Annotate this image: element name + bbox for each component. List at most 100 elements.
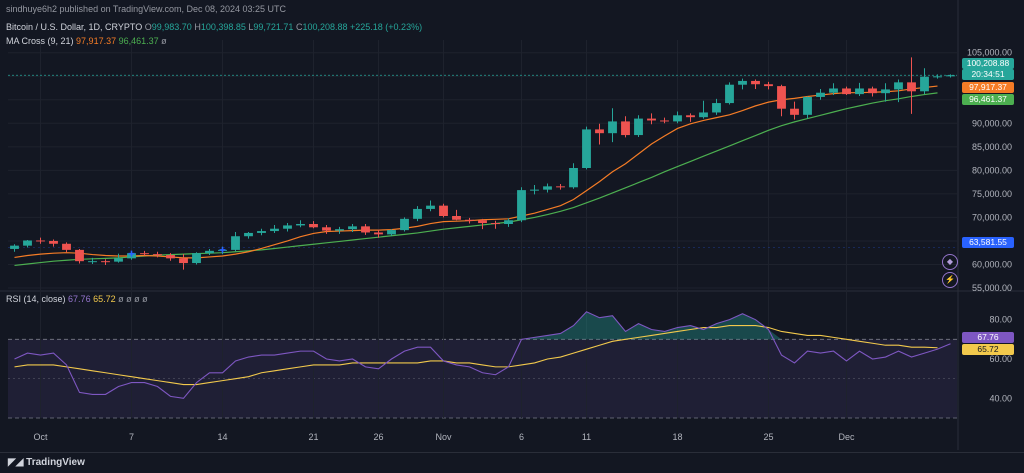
candle-body bbox=[257, 231, 266, 233]
ma-label: MA Cross (9, 21) bbox=[6, 36, 74, 46]
rsi-tick-label: 40.00 bbox=[989, 393, 1012, 403]
candle-body bbox=[582, 129, 591, 168]
ma-fast-value: 97,917.37 bbox=[76, 36, 117, 46]
lightning-icon[interactable]: ⚡ bbox=[942, 272, 958, 288]
candle-body bbox=[725, 84, 734, 104]
ma-fast-line bbox=[14, 85, 938, 259]
candle-body bbox=[556, 186, 565, 188]
ma-slow-value: 96,461.37 bbox=[118, 36, 159, 46]
time-tick-label: 21 bbox=[308, 432, 318, 442]
rsi-ma-line bbox=[14, 325, 938, 386]
candle-body bbox=[803, 96, 812, 115]
candle-body bbox=[465, 219, 474, 221]
rsi-tick-label: 60.00 bbox=[989, 354, 1012, 364]
time-tick-label: 26 bbox=[373, 432, 383, 442]
rsi-overbought-fill bbox=[14, 311, 951, 340]
candle-body bbox=[244, 232, 253, 237]
crosshair-badge: 63,581.55 bbox=[962, 237, 1014, 248]
candle-body bbox=[179, 258, 188, 264]
candle-body bbox=[452, 216, 461, 220]
publisher-line: sindhuye6h2 published on TradingView.com… bbox=[6, 4, 287, 14]
rsi-legend: RSI (14, close) 67.76 65.72 ø ø ø ø bbox=[6, 294, 148, 304]
candle-body bbox=[517, 190, 526, 221]
candle-body bbox=[114, 258, 123, 262]
close-value: 100,208.88 bbox=[302, 22, 348, 32]
candle-body bbox=[907, 82, 916, 92]
price-tick-label: 80,000.00 bbox=[972, 165, 1012, 175]
rsi-badge: 67.76 bbox=[962, 332, 1014, 343]
time-tick-label: 6 bbox=[519, 432, 524, 442]
time-tick-label: Oct bbox=[33, 432, 48, 442]
candle-body bbox=[10, 245, 19, 249]
candle-body bbox=[153, 254, 162, 256]
candle-body bbox=[192, 253, 201, 264]
candle-body bbox=[595, 129, 604, 134]
candle-body bbox=[634, 118, 643, 136]
candle-body bbox=[608, 121, 617, 134]
candle-body bbox=[777, 86, 786, 109]
alert-icon[interactable]: ◆ bbox=[942, 254, 958, 270]
candle-body bbox=[101, 261, 110, 263]
candle-body bbox=[569, 168, 578, 188]
rsi-tick-label: 80.00 bbox=[989, 315, 1012, 325]
candle-body bbox=[816, 92, 825, 97]
open-label: O bbox=[144, 22, 152, 32]
candle-body bbox=[88, 261, 97, 263]
candle-body bbox=[920, 76, 929, 92]
price-tick-label: 60,000.00 bbox=[972, 259, 1012, 269]
candle-body bbox=[413, 208, 422, 219]
candle-body bbox=[712, 103, 721, 113]
candle-body bbox=[361, 226, 370, 233]
candle-body bbox=[322, 227, 331, 231]
high-value: 100,398.85 bbox=[200, 22, 246, 32]
candle-body bbox=[166, 255, 175, 259]
candle-body bbox=[621, 121, 630, 136]
countdown-badge: 20:34:51 bbox=[962, 69, 1014, 80]
ma-fast-badge: 97,917.37 bbox=[962, 82, 1014, 93]
ma-slow-badge: 96,461.37 bbox=[962, 94, 1014, 105]
candle-body bbox=[309, 224, 318, 228]
time-tick-label: 11 bbox=[582, 432, 591, 442]
candle-body bbox=[855, 88, 864, 95]
time-tick-label: 7 bbox=[129, 432, 134, 442]
candle-body bbox=[400, 218, 409, 231]
price-tick-label: 75,000.00 bbox=[972, 189, 1012, 199]
candle-body bbox=[738, 80, 747, 85]
candle-body bbox=[504, 220, 513, 224]
ma-extra: ø bbox=[161, 36, 167, 46]
candle-body bbox=[387, 230, 396, 235]
symbol-legend: Bitcoin / U.S. Dollar, 1D, CRYPTO O99,98… bbox=[6, 22, 422, 32]
low-label: L bbox=[248, 22, 254, 32]
open-value: 99,983.70 bbox=[151, 22, 192, 32]
tradingview-brand-text: TradingView bbox=[26, 457, 85, 468]
rsi-value: 67.76 bbox=[68, 294, 91, 304]
candle-body bbox=[491, 223, 500, 225]
candle-body bbox=[335, 229, 344, 231]
candle-body bbox=[894, 82, 903, 90]
low-value: 99,721.71 bbox=[253, 22, 294, 32]
price-tick-label: 85,000.00 bbox=[972, 142, 1012, 152]
candle-body bbox=[751, 80, 760, 85]
candle-body bbox=[439, 205, 448, 216]
candle-body bbox=[270, 228, 279, 232]
time-tick-label: 25 bbox=[763, 432, 773, 442]
candle-body bbox=[374, 232, 383, 235]
candle-body bbox=[75, 249, 84, 262]
time-tick-label: Nov bbox=[435, 432, 452, 442]
rsi-label: RSI (14, close) bbox=[6, 294, 66, 304]
candle-body bbox=[647, 118, 656, 121]
candle-body bbox=[62, 243, 71, 250]
candle-body bbox=[842, 88, 851, 95]
rsi-ma-badge: 65.72 bbox=[962, 344, 1014, 355]
ma-cross-marker bbox=[128, 250, 135, 257]
symbol-name: Bitcoin / U.S. Dollar, 1D, CRYPTO bbox=[6, 22, 143, 32]
candle-body bbox=[699, 112, 708, 118]
price-tick-label: 70,000.00 bbox=[972, 212, 1012, 222]
tradingview-brand[interactable]: ◤◢ TradingView bbox=[8, 457, 85, 468]
candle-body bbox=[49, 240, 58, 244]
footer: ◤◢ TradingView bbox=[0, 452, 1024, 473]
tradingview-logo-icon: ◤◢ bbox=[8, 457, 27, 468]
candle-body bbox=[764, 84, 773, 87]
candle-body bbox=[543, 186, 552, 190]
